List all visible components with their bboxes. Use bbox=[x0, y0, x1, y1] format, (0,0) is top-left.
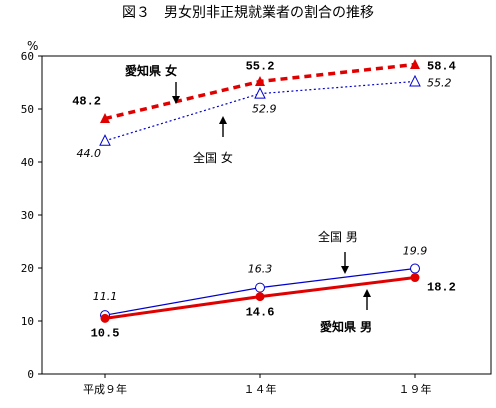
data-point bbox=[410, 273, 420, 283]
arrow-head-aichi-male bbox=[363, 289, 371, 297]
annotation-national-male: 全国 男 bbox=[318, 229, 358, 244]
x-tick-label: １４年 bbox=[244, 382, 277, 396]
data-label: 11.1 bbox=[93, 290, 118, 303]
data-label: 58.4 bbox=[427, 59, 456, 73]
y-tick-label: 40 bbox=[21, 156, 34, 169]
data-point bbox=[254, 87, 266, 99]
y-tick-label: 50 bbox=[21, 103, 34, 116]
annotation-aichi-male: 愛知県 男 bbox=[320, 319, 372, 334]
data-label: 44.0 bbox=[77, 147, 102, 160]
data-label: 18.2 bbox=[427, 281, 456, 295]
data-point bbox=[410, 263, 420, 274]
y-tick-label: 20 bbox=[21, 262, 34, 275]
y-tick-label: 60 bbox=[21, 50, 34, 63]
data-point bbox=[100, 113, 110, 124]
data-label: 55.2 bbox=[246, 59, 275, 73]
annotation-aichi-female: 愛知県 女 bbox=[125, 63, 177, 78]
data-point bbox=[410, 58, 420, 69]
arrow-head-national-female bbox=[219, 116, 227, 124]
data-point bbox=[100, 313, 110, 323]
annotation-national-female: 全国 女 bbox=[193, 150, 233, 165]
data-point bbox=[99, 134, 111, 146]
data-label: 55.2 bbox=[427, 76, 452, 89]
arrow-head-national-male bbox=[341, 266, 349, 274]
data-point bbox=[255, 75, 265, 86]
data-label: 48.2 bbox=[72, 95, 101, 109]
y-tick-label: 0 bbox=[27, 368, 34, 381]
y-tick-label: 10 bbox=[21, 315, 34, 328]
data-point bbox=[255, 282, 265, 293]
data-label: 19.9 bbox=[403, 245, 428, 258]
data-point bbox=[255, 292, 265, 302]
y-tick-label: 30 bbox=[21, 209, 34, 222]
data-label: 52.9 bbox=[252, 103, 277, 116]
arrow-head-aichi-female bbox=[172, 96, 180, 104]
data-label: 10.5 bbox=[91, 326, 120, 340]
x-tick-label: １９年 bbox=[399, 382, 432, 396]
y-axis-unit: % bbox=[27, 39, 38, 53]
data-label: 14.6 bbox=[246, 306, 275, 320]
data-label: 16.3 bbox=[248, 263, 273, 276]
data-point bbox=[409, 74, 421, 87]
x-tick-label: 平成９年 bbox=[83, 382, 127, 396]
chart-title: 図３ 男女別非正規就業者の割合の推移 bbox=[122, 4, 374, 21]
